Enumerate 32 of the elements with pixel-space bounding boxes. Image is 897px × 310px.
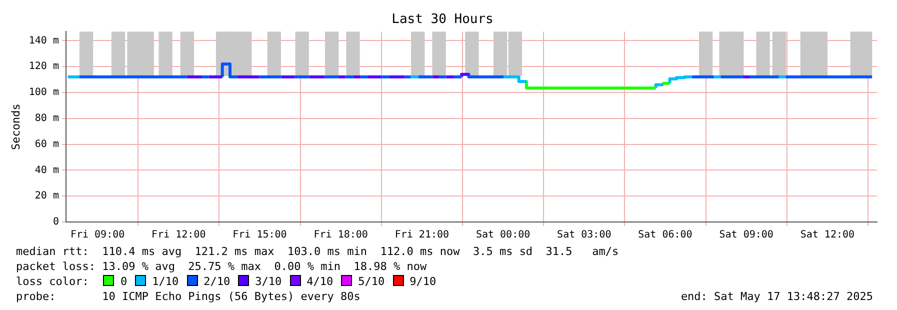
legend-label: 9/10 bbox=[410, 275, 436, 288]
x-tick-label: Fri 09:00 bbox=[70, 230, 125, 241]
y-tick-label: 60 m bbox=[34, 138, 59, 150]
legend-label: 2/10 bbox=[204, 275, 230, 288]
text: probe: 10 ICMP Echo Pings (56 Bytes) every 80s bbox=[16, 289, 360, 304]
chart-title: Last 30 Hours bbox=[392, 12, 494, 28]
y-tick-label: 80 m bbox=[34, 112, 59, 124]
y-tick-label: 120 m bbox=[28, 61, 59, 72]
text: packet loss: 13.09 % avg 25.75 % max 0.00 % min 18.98 % now bbox=[16, 259, 428, 274]
y-tick-label: 140 m bbox=[28, 35, 59, 46]
y-axis-title: Seconds bbox=[9, 104, 22, 150]
legend-label: 3/10 bbox=[255, 275, 282, 288]
legend-label: 4/10 bbox=[306, 275, 334, 288]
x-tick-label: Fri 21:00 bbox=[394, 230, 450, 241]
legend-label: 0 bbox=[120, 275, 128, 288]
x-tick-label: Sat 06:00 bbox=[638, 230, 692, 241]
legend-label: 1/10 bbox=[152, 275, 179, 288]
x-tick-label: Sat 03:00 bbox=[557, 230, 612, 241]
legend-label: 5/10 bbox=[358, 275, 385, 288]
y-tick-label: 100 m bbox=[28, 87, 59, 98]
legend-title: loss color: bbox=[16, 275, 90, 288]
x-tick-label: Sat 12:00 bbox=[800, 230, 855, 241]
y-tick-label: 0 bbox=[52, 216, 59, 228]
y-tick-label: 40 m bbox=[34, 164, 59, 176]
x-tick-label: Fri 18:00 bbox=[314, 230, 368, 241]
x-tick-label: Fri 12:00 bbox=[152, 230, 206, 241]
y-tick-label: 20 m bbox=[34, 190, 59, 202]
x-tick-label: Sat 09:00 bbox=[719, 230, 774, 241]
text: median rtt: 110.4 ms avg 121.2 ms max 103.0 ms min 112.0 ms now 3.5 ms sd 31.5 am/s bbox=[16, 244, 620, 259]
text: end: Sat May 17 13:48:27 2025 bbox=[680, 289, 873, 304]
x-tick-label: Fri 15:00 bbox=[232, 230, 287, 241]
x-tick-label: Sat 00:00 bbox=[476, 230, 530, 241]
